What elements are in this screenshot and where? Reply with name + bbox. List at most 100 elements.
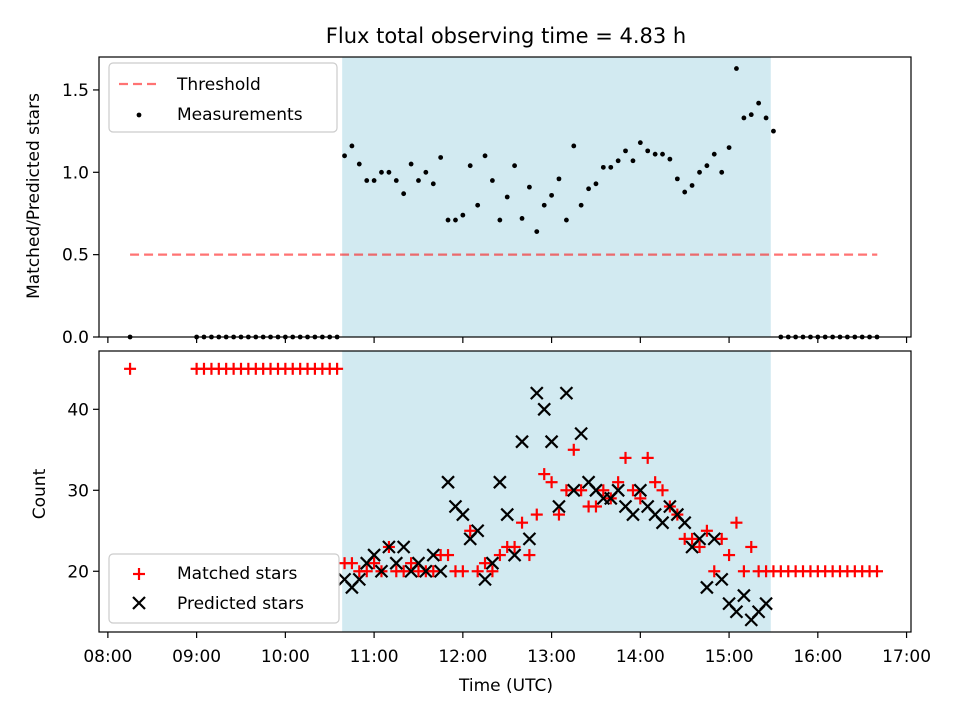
matched-point: [368, 557, 381, 570]
x-tick-label: 12:00: [438, 647, 487, 667]
measurement-point: [593, 181, 599, 187]
matched-point: [552, 508, 565, 521]
predicted-point: [456, 507, 470, 522]
measurement-point: [527, 184, 532, 190]
x-axis: 08:00 09:00 10:00 11:00 12:00 13:00 14:00 15:00…: [83, 632, 931, 667]
measurement-point: [416, 178, 421, 183]
predicted-point: [537, 402, 552, 417]
measurement-point: [697, 169, 702, 175]
matched-point: [641, 451, 654, 464]
matched-point: [456, 565, 469, 578]
matched-point: [538, 468, 551, 481]
bottom-legend-box: [108, 553, 340, 624]
measurement-point: [564, 217, 569, 223]
matched-point: [745, 540, 758, 553]
matched-point: [560, 484, 573, 497]
predicted-point: [626, 507, 640, 522]
predicted-point: [396, 540, 411, 554]
legend-measurements-swatch: [136, 112, 142, 118]
matched-point: [619, 451, 632, 464]
predicted-point: [507, 548, 522, 562]
predicted-point: [382, 540, 396, 554]
matched-point: [597, 484, 610, 497]
predicted-point: [633, 483, 648, 498]
measurement-point: [342, 153, 347, 159]
measurement-point: [408, 161, 414, 167]
legend-matched-label: Matched stars: [177, 564, 297, 584]
predicted-point: [655, 515, 670, 530]
measurement-point: [386, 169, 392, 175]
predicted-point: [389, 556, 404, 570]
measurement-point: [379, 169, 384, 175]
predicted-point: [367, 548, 381, 562]
measurement-point: [571, 143, 577, 149]
matched-point: [486, 565, 499, 578]
measurement-point: [423, 169, 429, 175]
measurement-point: [645, 148, 651, 154]
predicted-point: [692, 532, 707, 546]
x-tick-label: 10:00: [261, 647, 310, 667]
predicted-point: [352, 572, 367, 587]
measurement-point: [704, 163, 710, 169]
measurement-point: [756, 100, 762, 106]
matched-point: [737, 565, 750, 578]
bottom-panel: 20 30 40 08:00 09:00 10:00 11:00 12:00 13:00 14:…: [30, 350, 931, 696]
top-y-tick-label: 0.5: [62, 246, 89, 266]
matched-point: [871, 565, 884, 578]
bottom-y-axis-label: Count: [30, 468, 50, 519]
matched-point: [464, 524, 477, 537]
matched-point: [530, 508, 543, 521]
matched-point: [693, 540, 706, 553]
measurement-points: [127, 66, 880, 340]
predicted-point: [433, 564, 448, 579]
x-tick-label: 09:00: [172, 647, 221, 667]
legend-threshold-label: Threshold: [176, 75, 261, 95]
matched-point: [612, 476, 625, 489]
top-y-tick-label: 1.5: [62, 81, 89, 101]
measurement-point: [771, 128, 776, 134]
chart-title: Flux total observing time = 4.83 h: [326, 24, 686, 48]
bottom-y-tick-label: 20: [67, 562, 89, 582]
measurement-point: [652, 151, 658, 157]
measurement-point: [748, 112, 754, 118]
matched-point: [397, 565, 410, 578]
measurement-point: [445, 217, 451, 223]
predicted-point: [552, 499, 566, 514]
measurement-point: [711, 151, 717, 157]
top-y-axis-label: Matched/Predicted stars: [24, 93, 44, 299]
measurement-point: [549, 192, 554, 198]
matched-point: [626, 484, 639, 497]
predicted-point: [714, 572, 729, 587]
measurement-point: [630, 158, 636, 164]
measurement-point: [504, 194, 510, 200]
matched-point: [442, 549, 455, 562]
top-y-tick-label: 1.0: [62, 163, 89, 183]
matched-point: [649, 476, 662, 489]
x-axis-label: Time (UTC): [458, 676, 553, 696]
measurement-point: [719, 169, 725, 175]
top-legend-box: [108, 62, 338, 133]
measurement-point: [356, 161, 362, 167]
x-tick-label: 08:00: [83, 647, 132, 667]
x-tick-label: 13:00: [527, 647, 576, 667]
measurement-point: [393, 178, 399, 183]
predicted-point: [441, 475, 455, 489]
top-observing-span: [342, 57, 771, 337]
bottom-y-axis: 20 30 40: [67, 400, 99, 582]
matched-point: [493, 549, 506, 562]
matched-point: [656, 484, 669, 497]
measurement-point: [467, 163, 473, 169]
matched-point: [723, 549, 736, 562]
matched-point: [427, 565, 440, 578]
measurement-point: [512, 163, 517, 169]
bottom-y-tick-label: 40: [67, 400, 89, 420]
x-tick-label: 14:00: [616, 647, 665, 667]
measurement-point: [556, 176, 562, 182]
predicted-point: [677, 515, 692, 530]
predicted-point: [737, 588, 751, 603]
legend-predicted-swatch: [132, 596, 146, 610]
legend-matched-swatch: [133, 568, 145, 580]
matched-point: [708, 565, 721, 578]
measurement-point: [453, 217, 458, 223]
predicted-point: [478, 572, 492, 587]
